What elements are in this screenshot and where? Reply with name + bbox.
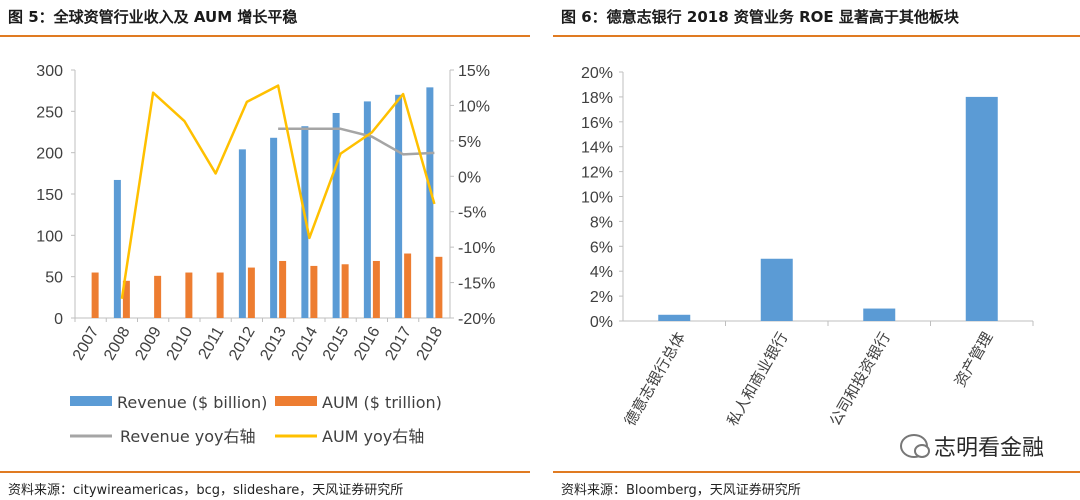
y-tick-label: 0% bbox=[590, 314, 613, 331]
y-tick-label: 300 bbox=[36, 63, 63, 80]
x-tick-label: 2016 bbox=[351, 324, 384, 363]
y-tick-label: 20% bbox=[581, 65, 613, 82]
y-tick-label: 12% bbox=[581, 165, 613, 182]
y-tick-label: 18% bbox=[581, 90, 613, 107]
y-tick-label: 100 bbox=[36, 228, 63, 245]
y2-tick-label: 5% bbox=[458, 134, 481, 151]
legend-label-aum: AUM ($ trillion) bbox=[322, 393, 442, 412]
aum-bar bbox=[91, 272, 99, 318]
y-tick-label: 200 bbox=[36, 146, 63, 163]
legend-label-aum-yoy: AUM yoy右轴 bbox=[322, 427, 424, 446]
x-tick-label: 2007 bbox=[70, 324, 103, 363]
y-tick-label: 4% bbox=[590, 264, 613, 281]
right-bottom-rule bbox=[553, 471, 1080, 473]
aum-bar bbox=[372, 260, 380, 318]
left-bottom-rule bbox=[0, 471, 530, 473]
x-tick-label: 2010 bbox=[164, 324, 197, 363]
aum-bar bbox=[216, 272, 224, 318]
x-tick-label: 2013 bbox=[257, 324, 290, 363]
left-source-note: 资料来源：citywireamericas，bcg，slideshare，天风证… bbox=[8, 483, 404, 498]
aum-bar bbox=[404, 253, 412, 318]
x-tick-label: 德意志银行总体 bbox=[621, 329, 689, 429]
legend-label-revenue: Revenue ($ billion) bbox=[117, 393, 267, 412]
y-tick-label: 16% bbox=[581, 115, 613, 132]
revenue-bar bbox=[270, 137, 278, 318]
y-tick-label: 0 bbox=[54, 311, 63, 328]
right-figure-panel: 图 6：德意志银行 2018 资管业务 ROE 显著高于其他板块 0% 2% 4% 6… bbox=[553, 0, 1080, 500]
revenue-bar bbox=[113, 179, 121, 318]
revenue-bar bbox=[363, 101, 371, 318]
roe-bar bbox=[863, 308, 896, 321]
right-figure-title: 图 6：德意志银行 2018 资管业务 ROE 显著高于其他板块 bbox=[561, 8, 959, 26]
right-chart: 0% 2% 4% 6% 8% 10% 12% 14% 16% 18% 20% 德意志银行总体 私人和商业… bbox=[581, 65, 1034, 429]
y2-tick-label: -20% bbox=[458, 311, 495, 328]
roe-bar bbox=[658, 314, 691, 321]
y-tick-label: 6% bbox=[590, 239, 613, 256]
x-tick-label: 2012 bbox=[226, 324, 259, 363]
roe-bar bbox=[965, 96, 998, 322]
roe-bar bbox=[760, 258, 793, 321]
x-tick-label: 2011 bbox=[195, 324, 227, 362]
revenue-bar bbox=[332, 112, 340, 318]
y-tick-label: 10% bbox=[581, 190, 613, 207]
legend-swatch-aum bbox=[275, 396, 317, 406]
y2-tick-label: -5% bbox=[458, 205, 486, 222]
aum-bar bbox=[279, 260, 287, 318]
y2-tick-label: 0% bbox=[458, 169, 481, 186]
legend-label-revenue-yoy: Revenue yoy右轴 bbox=[120, 427, 256, 446]
revenue-bar bbox=[238, 149, 246, 318]
left-top-rule bbox=[0, 35, 530, 37]
y-tick-label: 250 bbox=[36, 104, 63, 121]
aum-bar bbox=[122, 280, 130, 318]
x-tick-label: 私人和商业银行 bbox=[723, 329, 791, 429]
x-tick-label: 2015 bbox=[320, 324, 353, 363]
y2-tick-label: 10% bbox=[458, 98, 490, 115]
wechat-icon bbox=[899, 434, 930, 458]
y-tick-label: 150 bbox=[36, 187, 63, 204]
x-tick-label: 2009 bbox=[132, 324, 165, 363]
x-tick-label: 公司和投资银行 bbox=[826, 329, 894, 429]
revenue-yoy-line bbox=[278, 127, 435, 156]
aum-yoy-line bbox=[120, 84, 436, 300]
watermark: 志明看金融 bbox=[899, 430, 1044, 462]
aum-bar bbox=[435, 256, 443, 318]
y-tick-label: 14% bbox=[581, 140, 613, 157]
aum-bar bbox=[185, 272, 193, 318]
aum-bar bbox=[154, 275, 162, 318]
legend-swatch-revenue bbox=[70, 396, 112, 406]
left-chart: 0 50 100 150 200 250 300 -20% -15% -10% -5% 0% 5% 10%… bbox=[36, 63, 495, 446]
y-tick-label: 2% bbox=[590, 289, 613, 306]
y2-tick-label: 15% bbox=[458, 63, 490, 80]
revenue-bar bbox=[426, 87, 434, 318]
left-figure-panel: 图 5：全球资管行业收入及 AUM 增长平稳 0 50 100 150 200 250 30… bbox=[0, 0, 530, 500]
right-source-note: 资料来源：Bloomberg，天风证券研究所 bbox=[561, 483, 801, 498]
y2-tick-label: -15% bbox=[458, 276, 495, 293]
x-tick-label: 2008 bbox=[101, 324, 134, 363]
revenue-bar bbox=[395, 94, 403, 318]
aum-bar bbox=[310, 265, 318, 318]
right-top-rule bbox=[553, 35, 1080, 37]
left-figure-title: 图 5：全球资管行业收入及 AUM 增长平稳 bbox=[8, 8, 298, 26]
y2-tick-label: -10% bbox=[458, 240, 495, 257]
y-tick-label: 50 bbox=[45, 270, 63, 287]
x-tick-label: 资产管理 bbox=[951, 329, 997, 390]
x-tick-label: 2018 bbox=[414, 324, 447, 363]
x-tick-label: 2017 bbox=[382, 324, 415, 363]
aum-bar bbox=[341, 264, 349, 318]
watermark-text: 志明看金融 bbox=[933, 436, 1044, 461]
y-tick-label: 8% bbox=[590, 214, 613, 231]
x-tick-label: 2014 bbox=[289, 324, 322, 363]
aum-bar bbox=[247, 267, 255, 318]
